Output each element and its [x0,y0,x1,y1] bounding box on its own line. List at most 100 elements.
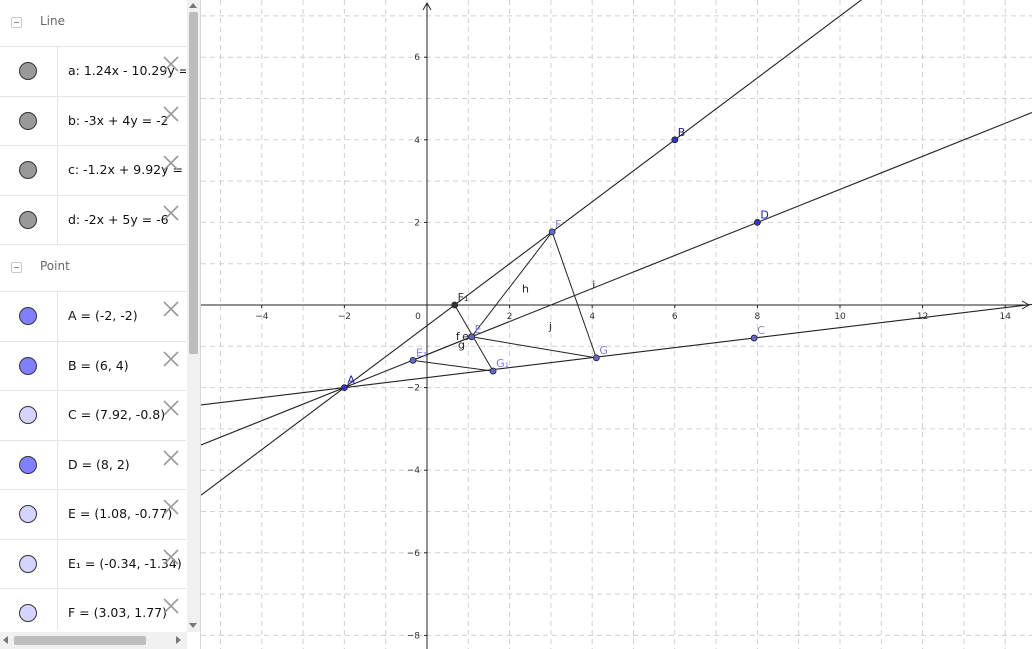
point-label: F [555,218,561,231]
graphics-view[interactable]: −4−202468101214−8−6−4−2246adbfeghijABCDE… [201,0,1032,649]
segment-j[interactable] [471,336,597,359]
segment-i[interactable] [551,231,597,359]
visibility-marble-icon[interactable] [19,455,37,474]
close-icon[interactable] [160,595,182,617]
close-icon[interactable] [160,397,182,419]
group-title: Line [40,14,66,28]
algebra-item[interactable]: c: -1.2x + 9.92y = - [0,146,186,196]
close-icon[interactable] [160,152,182,174]
object-label: g [458,338,465,351]
algebra-item[interactable]: b: -3x + 4y = -2 [0,96,186,146]
scroll-left-arrow-icon[interactable] [3,636,8,644]
point-marker[interactable] [754,218,761,226]
point-marker[interactable] [489,367,497,375]
point-marker[interactable] [548,228,556,236]
algebra-expression[interactable]: c: -1.2x + 9.92y = - [68,162,186,177]
close-icon[interactable] [160,447,182,469]
close-icon[interactable] [160,348,182,370]
scroll-down-arrow-icon[interactable] [189,623,197,628]
algebra-expression[interactable]: a: 1.24x - 10.29y = [68,63,186,78]
algebra-expression[interactable]: D = (8, 2) [68,456,130,472]
algebra-item[interactable]: a: 1.24x - 10.29y = [0,47,186,97]
x-tick-label: 2 [507,312,513,322]
algebra-item[interactable]: D = (8, 2) [0,440,186,490]
graphics-canvas[interactable]: −4−202468101214−8−6−4−2246adbfeghijABCDE… [201,0,1032,649]
algebra-item[interactable]: E = (1.08, -0.77) [0,490,186,540]
close-icon[interactable] [160,53,182,75]
marble-cell [0,440,58,489]
x-tick-label: 14 [999,312,1011,322]
group-header-line[interactable]: Line [0,0,186,47]
y-tick-label: −4 [407,466,421,476]
line-d[interactable] [201,112,1032,446]
marble-cell [0,341,58,390]
point-marker[interactable] [451,301,459,309]
close-icon[interactable] [160,496,182,518]
horizontal-scrollbar[interactable] [0,632,187,649]
point-marker[interactable] [671,136,679,144]
algebra-expression[interactable]: d: -2x + 5y = -6 [68,211,169,227]
close-icon[interactable] [160,103,182,125]
segment-f[interactable] [412,336,472,361]
point-label: G [599,344,608,357]
algebra-expression[interactable]: E₁ = (-0.34, -1.34) [68,555,182,571]
algebra-expression[interactable]: F = (3.03, 1.77) [68,605,167,620]
y-tick-label: 6 [414,53,420,63]
scroll-up-arrow-icon[interactable] [189,3,197,8]
algebra-expression[interactable]: b: -3x + 4y = -2 [68,112,169,128]
vertical-scrollbar[interactable] [187,0,200,632]
marble-cell [0,96,58,145]
close-icon[interactable] [160,202,182,224]
line-a[interactable] [201,303,1032,406]
object-label: j [548,320,552,333]
point-marker[interactable] [409,356,417,364]
algebra-item[interactable]: A = (-2, -2) [0,292,186,342]
segment-h[interactable] [471,231,553,338]
scroll-right-arrow-icon[interactable] [176,636,181,644]
object-label: e [462,330,469,343]
point-label: B [678,126,686,139]
visibility-marble-icon[interactable] [19,554,37,573]
algebra-expression[interactable]: C = (7.92, -0.8) [68,407,166,422]
algebra-expression[interactable]: A = (-2, -2) [68,308,138,323]
visibility-marble-icon[interactable] [19,356,37,375]
close-icon[interactable] [160,546,182,568]
collapse-toggle-icon[interactable] [11,262,22,273]
visibility-marble-icon[interactable] [19,307,37,325]
group-header-point[interactable]: Point [0,245,186,292]
marble-cell [0,539,58,588]
line-b[interactable] [201,0,1032,496]
visibility-marble-icon[interactable] [19,604,37,622]
visibility-marble-icon[interactable] [19,161,37,179]
point-marker[interactable] [592,354,600,362]
x-tick-label: 4 [589,312,595,322]
point-label: C [757,324,765,337]
point-label: E [475,323,482,336]
x-tick-label: 8 [755,312,761,322]
visibility-marble-icon[interactable] [19,210,37,229]
algebra-item[interactable]: E₁ = (-0.34, -1.34) [0,539,186,589]
point-marker[interactable] [468,333,476,341]
point-label: A [347,374,355,387]
visibility-marble-icon[interactable] [19,62,37,80]
vertical-scroll-thumb[interactable] [189,12,198,354]
visibility-marble-icon[interactable] [19,505,37,523]
algebra-item[interactable]: B = (6, 4) [0,341,186,391]
marble-cell [0,391,58,440]
point-marker[interactable] [340,384,348,392]
horizontal-scroll-thumb[interactable] [14,636,146,645]
algebra-item[interactable]: C = (7.92, -0.8) [0,391,186,441]
algebra-list: Line a: 1.24x - 10.29y = b: -3x + 4y = -2 c… [0,0,186,630]
algebra-expression[interactable]: B = (6, 4) [68,357,129,373]
close-icon[interactable] [160,298,182,320]
segment-g[interactable] [412,359,494,372]
point-marker[interactable] [750,334,758,342]
algebra-item[interactable]: d: -2x + 5y = -6 [0,195,186,245]
algebra-item[interactable]: F = (3.03, 1.77) [0,589,186,630]
collapse-toggle-icon[interactable] [11,17,22,28]
algebra-expression[interactable]: E = (1.08, -0.77) [68,506,173,521]
y-axis-arrow-icon [422,1,432,11]
visibility-marble-icon[interactable] [19,406,37,424]
marble-cell [0,146,58,195]
visibility-marble-icon[interactable] [19,111,37,130]
